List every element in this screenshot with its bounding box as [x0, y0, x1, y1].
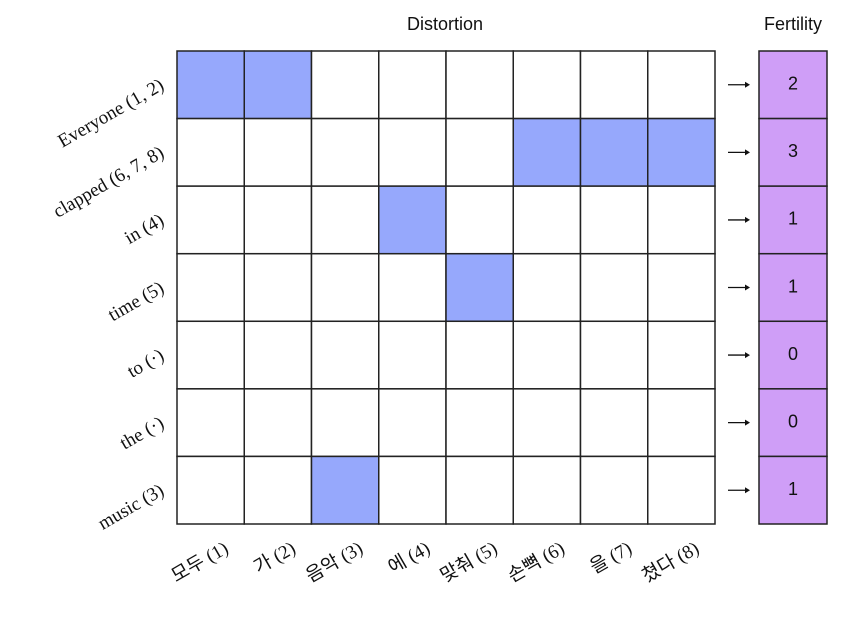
cell — [512, 320, 582, 390]
cell — [512, 252, 582, 323]
aligned-cell — [647, 117, 716, 187]
cell — [310, 252, 380, 323]
column-label: 모두 (1) — [168, 538, 232, 587]
aligned-cell — [243, 50, 313, 120]
row-label: the (·) — [117, 413, 168, 455]
aligned-cell — [579, 117, 649, 187]
aligned-cell — [512, 117, 582, 187]
cell — [512, 50, 582, 120]
cell — [445, 50, 514, 120]
cell — [579, 320, 649, 390]
column-label: 에 (4) — [384, 537, 433, 578]
fertility-value: 0 — [788, 411, 798, 431]
cell — [310, 388, 380, 458]
cell — [647, 455, 716, 525]
aligned-cell — [445, 252, 514, 323]
cell — [512, 455, 582, 525]
cell — [310, 320, 380, 390]
fertility-box — [758, 185, 828, 255]
cell — [310, 117, 380, 187]
column-label: 손뼉 (6) — [504, 537, 569, 587]
cell — [378, 117, 447, 187]
cell — [512, 185, 582, 255]
column-label: 맞춰 (5) — [437, 537, 502, 587]
cell — [579, 388, 649, 458]
cell — [378, 455, 447, 525]
cell — [445, 185, 514, 255]
fertility-title: Fertility — [764, 14, 822, 34]
row-label: time (5) — [105, 277, 168, 326]
cell — [176, 185, 245, 255]
fertility-value: 1 — [788, 209, 798, 229]
row-label: to (·) — [124, 345, 168, 382]
cell — [176, 117, 245, 187]
cell — [243, 388, 313, 458]
cell — [378, 252, 447, 323]
aligned-cell — [378, 185, 447, 255]
column-label: 가 (2) — [250, 537, 299, 578]
fertility-value: 1 — [788, 276, 798, 296]
cell — [579, 455, 649, 525]
cell — [445, 117, 514, 187]
cell — [310, 50, 380, 120]
fertility-box — [758, 388, 828, 458]
arrow-head — [745, 284, 750, 291]
title: Distortion — [407, 14, 483, 34]
fertility-box — [758, 117, 828, 187]
cell — [579, 185, 649, 255]
cell — [378, 320, 447, 390]
cell — [647, 185, 716, 255]
fertility-value: 2 — [788, 74, 798, 94]
cell — [445, 388, 514, 458]
fertility-box — [758, 320, 828, 390]
cell — [243, 117, 313, 187]
fertility-value: 1 — [788, 479, 798, 499]
fertility-box — [758, 252, 828, 323]
column-label: 쳤다 (8) — [638, 537, 703, 587]
row-label: music (3) — [95, 480, 168, 534]
cell — [176, 320, 245, 390]
row-label: in (4) — [121, 210, 168, 249]
arrow-head — [745, 216, 750, 223]
cell — [176, 455, 245, 525]
cell — [579, 50, 649, 120]
arrow-head — [745, 149, 750, 156]
arrow-head — [745, 419, 750, 426]
cell — [647, 252, 716, 323]
cell — [647, 388, 716, 458]
cell — [243, 185, 313, 255]
fertility-value: 3 — [788, 141, 798, 161]
arrow-head — [745, 487, 750, 494]
cell — [445, 320, 514, 390]
row-label: clapped (6, 7, 8) — [50, 142, 168, 222]
cell — [579, 252, 649, 323]
cell — [378, 50, 447, 120]
cell — [310, 185, 380, 255]
cell — [243, 455, 313, 525]
cell — [445, 455, 514, 525]
cell — [647, 320, 716, 390]
aligned-cell — [176, 50, 245, 120]
cell — [176, 252, 245, 323]
fertility-value: 0 — [788, 344, 798, 364]
row-label: Everyone (1, 2) — [54, 75, 167, 153]
cell — [243, 252, 313, 323]
column-label: 음악 (3) — [302, 537, 367, 587]
cell — [512, 388, 582, 458]
arrow-head — [745, 352, 750, 359]
cell — [243, 320, 313, 390]
arrow-head — [745, 81, 750, 88]
fertility-box — [758, 455, 828, 525]
cell — [378, 388, 447, 458]
column-label: 을 (7) — [586, 537, 635, 578]
cell — [176, 388, 245, 458]
cell — [647, 50, 716, 120]
aligned-cell — [310, 455, 380, 525]
